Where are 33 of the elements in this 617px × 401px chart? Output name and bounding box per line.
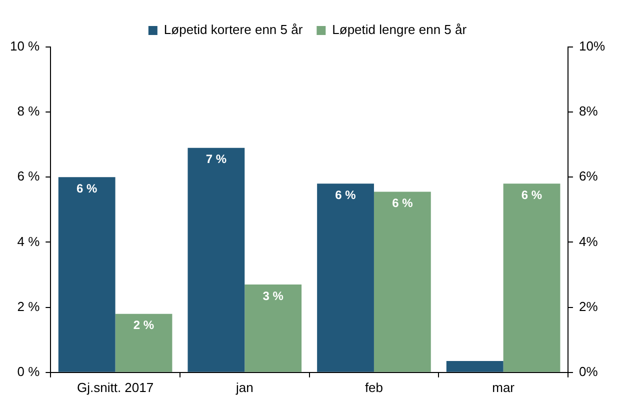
data-label: 6 % <box>76 181 98 196</box>
bar <box>188 148 245 372</box>
legend-label: Løpetid lengre enn 5 år <box>332 22 468 38</box>
data-label: 6 % <box>521 188 542 202</box>
y-tick-label: 2 % <box>17 298 40 314</box>
legend-label: Løpetid kortere enn 5 år <box>164 22 304 38</box>
bar <box>317 184 374 372</box>
bar <box>58 177 116 372</box>
bar <box>374 192 431 372</box>
y-tick-label: 10 % <box>10 38 40 54</box>
y2-tick-label: 0% <box>578 364 598 379</box>
x-tick-label: feb <box>364 380 384 395</box>
y2-tick-label: 4% <box>578 234 598 249</box>
bar <box>446 361 504 372</box>
x-tick-label: mar <box>492 380 516 395</box>
y2-tick-label: 6% <box>578 168 598 184</box>
y2-tick-label: 8% <box>578 104 598 119</box>
data-label: 3 % <box>262 288 284 303</box>
data-label: 6 % <box>392 196 414 210</box>
y-tick-label: 6 % <box>17 168 40 184</box>
data-label: 2 % <box>133 318 154 332</box>
x-tick-label: Gj.snitt. 2017 <box>76 380 154 395</box>
bar <box>244 284 302 372</box>
data-label: 6 % <box>335 188 356 202</box>
y-tick-label: 0 % <box>17 364 40 379</box>
y-tick-label: 8 % <box>17 104 40 119</box>
y2-tick-label: 10% <box>578 38 606 54</box>
data-label: 7 % <box>206 152 227 166</box>
bar <box>503 184 560 372</box>
x-tick-label: jan <box>234 380 254 395</box>
y2-tick-label: 2% <box>578 298 598 314</box>
y-tick-label: 4 % <box>17 234 40 249</box>
bar <box>115 314 172 372</box>
